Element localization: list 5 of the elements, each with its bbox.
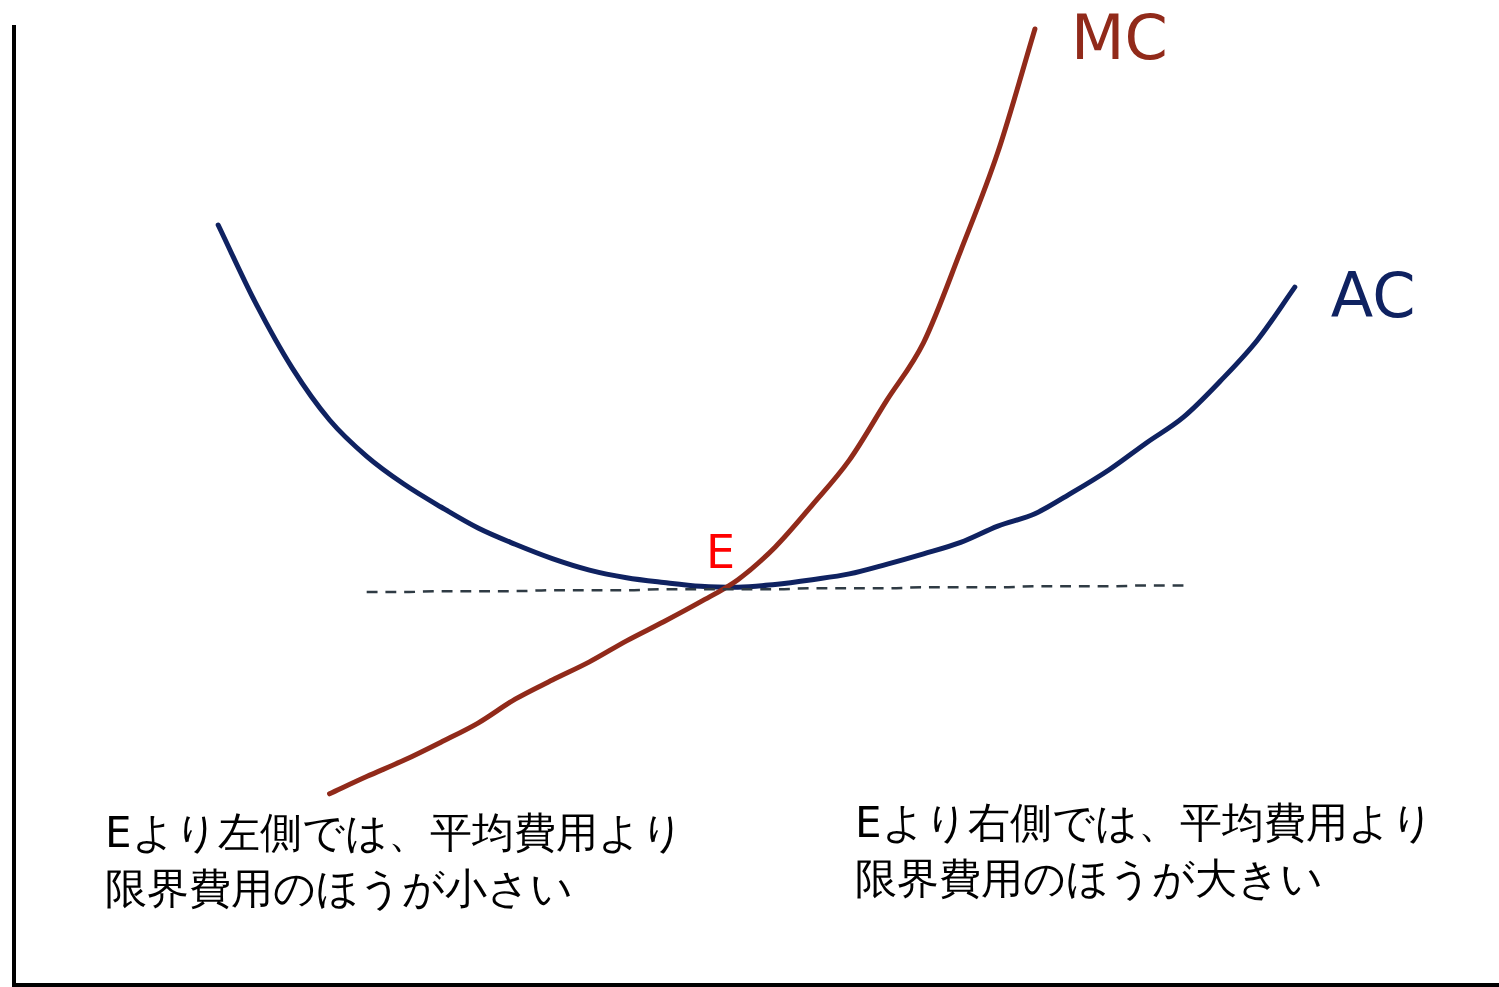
annotation: Eより左側では、平均費用より限界費用のほうが小さい: [105, 807, 685, 915]
annotation: E: [706, 525, 736, 579]
annotation: Eより右側では、平均費用より限界費用のほうが大きい: [855, 797, 1435, 905]
series-label: MC: [1070, 1, 1168, 74]
series-label: AC: [1330, 259, 1416, 333]
